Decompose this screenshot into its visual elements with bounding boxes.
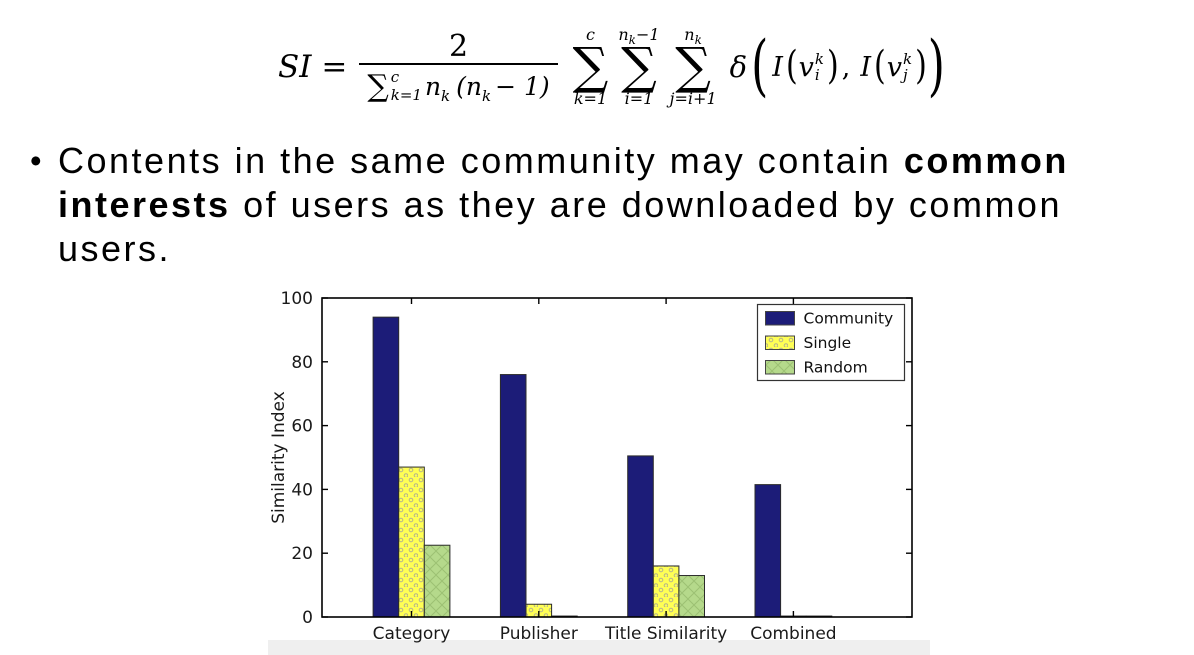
similarity-index-chart: 0 20 40 60 80 100 Similarity Index Category Publ… — [268, 287, 930, 655]
bar-single-category — [398, 466, 425, 618]
fraction-denominator: ∑ c k=1 nk (nk − 1) — [359, 63, 558, 104]
x-tick-label: Category — [373, 624, 451, 644]
indicator-1: I — [772, 51, 783, 83]
sum-j-lower: j=i+1 — [669, 88, 717, 108]
arg1-v-sub: i — [814, 66, 820, 84]
y-tick-label: 80 — [291, 353, 313, 373]
y-axis: 0 20 40 60 80 100 Similarity Index — [269, 289, 912, 628]
denominator-sum-upper: c — [390, 68, 400, 87]
legend-label-random: Random — [804, 359, 868, 377]
bar-random-category — [423, 544, 451, 618]
bar-random-title-similarity — [678, 575, 705, 618]
sum-i-upper-sub: k — [628, 33, 636, 48]
legend-swatch-single — [765, 335, 795, 350]
bar-community-category — [372, 316, 400, 618]
bar-community-combined — [754, 484, 782, 618]
bullet-point: • Contents in the same community may con… — [30, 139, 1170, 271]
outer-close-paren: ) — [927, 28, 945, 105]
x-tick-label: Publisher — [500, 624, 578, 644]
sum-j-upper: nk — [684, 25, 702, 47]
delta-arguments: ( I ( v k i ) , I ( v k j ) ) — [751, 33, 945, 99]
bar-community-title-similarity — [627, 455, 654, 618]
arg2-v-sub: j — [902, 66, 908, 84]
sum-i-upper-rest: −1 — [635, 25, 660, 45]
axes-frame — [321, 297, 913, 618]
bullet-marker: • — [30, 142, 45, 179]
denominator-sum-lower: k=1 — [390, 85, 422, 104]
delta-symbol: δ — [729, 50, 748, 84]
sum-over-k: c ∑ k=1 — [573, 27, 609, 107]
sum-i-symbol: ∑ — [621, 37, 657, 96]
formula-lhs: SI = — [278, 49, 348, 85]
arg1-v-scripts: k i — [814, 49, 825, 84]
y-axis-label: Similarity Index — [269, 391, 289, 524]
sum-k-upper: c — [586, 27, 595, 43]
y-tick-label: 40 — [291, 480, 313, 500]
args-comma: , — [841, 51, 851, 83]
arg1-close-paren: ) — [827, 43, 839, 90]
y-tick-label: 60 — [291, 417, 313, 437]
formula-fraction: 2 ∑ c k=1 nk (nk − 1) — [359, 29, 558, 104]
bullet-text-end: of users as they are downloaded by commo… — [58, 184, 1062, 269]
legend-swatch-random — [765, 360, 795, 375]
sum-i-upper: nk−1 — [618, 25, 660, 47]
indicator-2: I — [860, 51, 871, 83]
chart-image-bottom-strip — [268, 640, 930, 655]
arg2-open-paren: ( — [874, 43, 886, 90]
bar-community-publisher — [499, 374, 527, 618]
bullet-text-bold: common interests — [58, 140, 1069, 225]
legend-swatch-community — [765, 311, 795, 326]
x-tick-label: Title Similarity — [604, 624, 727, 644]
arg2-v: v — [886, 51, 902, 83]
arg1-open-paren: ( — [785, 43, 798, 90]
sum-j-symbol: ∑ — [675, 37, 711, 96]
arg2-v-sup: k — [902, 49, 913, 68]
sum-over-i: nk−1 ∑ i=1 — [618, 27, 659, 107]
arg1-v-sup: k — [814, 49, 825, 68]
sum-i-lower: i=1 — [624, 88, 654, 108]
outer-open-paren: ( — [751, 28, 769, 105]
bullet-text-start: Contents in the same community may conta… — [58, 140, 904, 181]
arg1-v: v — [798, 51, 814, 83]
arg2-close-paren: ) — [915, 43, 927, 90]
x-axis: Category Publisher Title Similarity Combine… — [373, 298, 837, 644]
sum-j-upper-main: n — [684, 25, 695, 45]
denominator-sum-limits: c k=1 — [390, 68, 422, 104]
sum-i-upper-main: n — [618, 25, 629, 45]
sum-over-j: nk ∑ j=i+1 — [670, 27, 717, 107]
sum-k-lower: k=1 — [573, 88, 608, 108]
legend-label-single: Single — [804, 334, 852, 352]
y-tick-label: 100 — [281, 289, 313, 309]
denominator-sum-symbol: ∑ — [367, 68, 389, 104]
y-tick-label: 0 — [302, 608, 313, 628]
sum-k-upper-main: c — [586, 25, 595, 45]
x-tick-label: Combined — [750, 624, 836, 644]
den-n2: (n — [456, 72, 482, 101]
fraction-numerator: 2 — [448, 29, 469, 65]
bars-group — [372, 316, 833, 618]
sum-k-symbol: ∑ — [572, 37, 609, 96]
den-n1-sub: k — [441, 87, 451, 105]
y-tick-label: 20 — [291, 544, 313, 564]
denominator-term: nk (nk − 1) — [424, 72, 550, 104]
si-formula: SI = 2 ∑ c k=1 nk (nk − 1) c ∑ k=1 nk−1 ∑ … — [278, 10, 945, 124]
legend-label-community: Community — [804, 310, 894, 328]
den-minus1: − 1) — [495, 72, 550, 101]
den-n2-sub: k — [482, 87, 492, 105]
arg2-v-scripts: k j — [902, 49, 913, 84]
sum-j-upper-sub: k — [694, 33, 702, 48]
legend: Community Single Random — [756, 303, 906, 382]
den-n1: n — [424, 72, 442, 101]
bar-single-title-similarity — [652, 565, 680, 618]
bullet-text: Contents in the same community may conta… — [58, 139, 1140, 271]
